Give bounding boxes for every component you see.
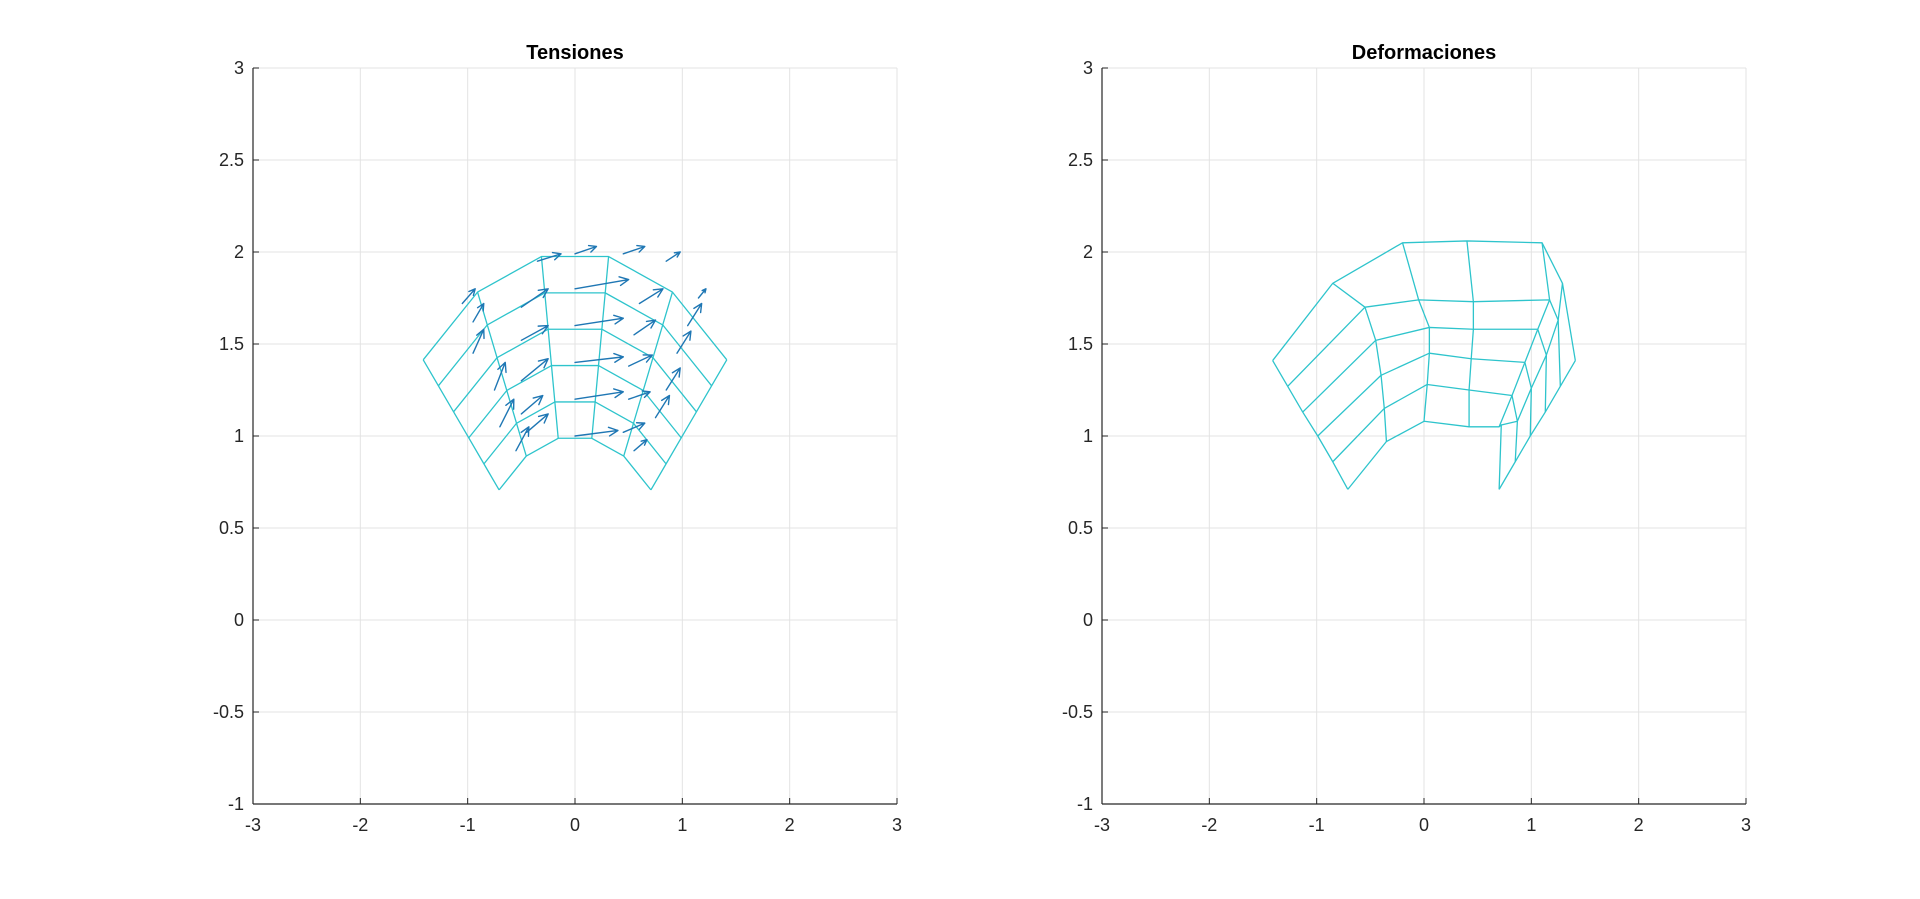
mesh-arc-line bbox=[483, 401, 667, 465]
mesh-radial-line bbox=[1498, 242, 1551, 428]
chart-title: Tensiones bbox=[526, 42, 623, 64]
stress-arrow bbox=[622, 422, 646, 434]
stress-arrow bbox=[676, 330, 692, 354]
y-tick-label: 0 bbox=[234, 610, 244, 630]
mesh-radial-line bbox=[1501, 283, 1564, 426]
stress-arrow bbox=[697, 288, 707, 299]
x-tick-label: 3 bbox=[1741, 815, 1751, 835]
stress-arrow bbox=[665, 367, 681, 391]
stress-arrow bbox=[574, 352, 624, 364]
x-tick-label: 2 bbox=[785, 815, 795, 835]
x-tick-label: -3 bbox=[245, 815, 261, 835]
y-tick-label: 0.5 bbox=[219, 518, 244, 538]
stress-arrow bbox=[633, 438, 648, 452]
mesh-arc-line bbox=[498, 437, 652, 491]
stress-arrow bbox=[536, 251, 562, 262]
mesh-radial-line bbox=[1466, 240, 1475, 427]
stress-arrow bbox=[654, 394, 671, 419]
axes bbox=[1101, 67, 1747, 805]
mesh-radial-line bbox=[476, 291, 527, 457]
stress-arrow bbox=[574, 276, 630, 290]
y-tick-label: 2.5 bbox=[1068, 150, 1093, 170]
y-tick-label: 3 bbox=[1083, 58, 1093, 78]
stress-arrow bbox=[627, 390, 651, 400]
x-tick-label: -1 bbox=[1309, 815, 1325, 835]
y-tick-label: 3 bbox=[234, 58, 244, 78]
x-tick-label: -2 bbox=[352, 815, 368, 835]
mesh-radial-line bbox=[1272, 360, 1349, 490]
y-tick-label: -0.5 bbox=[1062, 702, 1093, 722]
stress-arrow bbox=[526, 413, 549, 434]
chart-title: Deformaciones bbox=[1352, 42, 1497, 64]
x-tick-label: 1 bbox=[677, 815, 687, 835]
x-tick-label: 0 bbox=[570, 815, 580, 835]
y-tick-label: 2.5 bbox=[219, 150, 244, 170]
stress-arrows bbox=[461, 244, 707, 452]
stress-arrow bbox=[574, 388, 624, 400]
mesh-radial-line bbox=[650, 359, 728, 491]
y-tick-label: -0.5 bbox=[213, 702, 244, 722]
y-tick-label: 2 bbox=[1083, 242, 1093, 262]
stress-arrow bbox=[574, 244, 598, 255]
y-tick-label: 2 bbox=[234, 242, 244, 262]
mesh-radial-line bbox=[1401, 242, 1431, 422]
x-tick-label: 1 bbox=[1526, 815, 1536, 835]
x-tick-label: -3 bbox=[1094, 815, 1110, 835]
tick-labels: -3 -2 -1 0 1 2 3 -1 -0.5 0 0.5 1 1.5 2 2.5 3 bbox=[1062, 58, 1751, 835]
grid-lines bbox=[1101, 67, 1747, 805]
stress-arrow bbox=[574, 314, 624, 327]
y-tick-label: 1.5 bbox=[1068, 334, 1093, 354]
stress-arrow bbox=[520, 288, 549, 308]
mesh-radial-line bbox=[540, 256, 559, 439]
mesh-arc-line bbox=[422, 255, 728, 361]
stress-arrow bbox=[515, 426, 530, 452]
y-tick-label: -1 bbox=[1077, 794, 1093, 814]
chart-tensiones: -3 -2 -1 0 1 2 3 -1 -0.5 0 0.5 1 1.5 2 2.5 3 Tensiones bbox=[213, 42, 902, 835]
stress-arrow bbox=[520, 324, 549, 342]
axes bbox=[252, 67, 898, 805]
mesh-arc-line bbox=[468, 364, 682, 439]
stress-arrow bbox=[461, 288, 476, 305]
mesh-lines bbox=[1272, 240, 1576, 490]
x-tick-label: -2 bbox=[1201, 815, 1217, 835]
stress-arrow bbox=[622, 244, 646, 255]
y-tick-label: 1 bbox=[234, 426, 244, 446]
y-tick-label: 0 bbox=[1083, 610, 1093, 630]
stress-arrow bbox=[633, 319, 657, 336]
chart-deformaciones: -3 -2 -1 0 1 2 3 -1 -0.5 0 0.5 1 1.5 2 2.5 3 Deformacio… bbox=[1062, 42, 1751, 835]
mesh-radial-line bbox=[1332, 282, 1388, 442]
y-tick-label: 0.5 bbox=[1068, 518, 1093, 538]
stress-arrow bbox=[493, 361, 507, 391]
mesh-radial-line bbox=[422, 359, 500, 491]
tick-labels: -3 -2 -1 0 1 2 3 -1 -0.5 0 0.5 1 1.5 2 2.5 3 bbox=[213, 58, 902, 835]
stress-arrow bbox=[574, 426, 619, 437]
stress-arrow bbox=[638, 288, 664, 305]
stress-arrow bbox=[472, 302, 485, 323]
stress-arrow bbox=[665, 251, 681, 262]
stress-arrow bbox=[472, 328, 485, 354]
stress-arrow bbox=[520, 358, 549, 382]
mesh-arc-line bbox=[453, 328, 697, 413]
x-tick-label: 3 bbox=[892, 815, 902, 835]
x-tick-label: 2 bbox=[1634, 815, 1644, 835]
stress-arrow bbox=[627, 354, 653, 367]
mesh-arc-line bbox=[437, 292, 713, 387]
mesh-radial-line bbox=[591, 256, 610, 439]
x-tick-label: 0 bbox=[1419, 815, 1429, 835]
y-tick-label: -1 bbox=[228, 794, 244, 814]
x-tick-label: -1 bbox=[460, 815, 476, 835]
mesh-lines bbox=[422, 255, 728, 491]
y-tick-label: 1.5 bbox=[219, 334, 244, 354]
stress-arrow bbox=[687, 302, 703, 327]
stress-arrow bbox=[520, 394, 544, 415]
stress-arrow bbox=[499, 398, 515, 428]
mesh-radial-line bbox=[1498, 360, 1576, 490]
y-tick-label: 1 bbox=[1083, 426, 1093, 446]
